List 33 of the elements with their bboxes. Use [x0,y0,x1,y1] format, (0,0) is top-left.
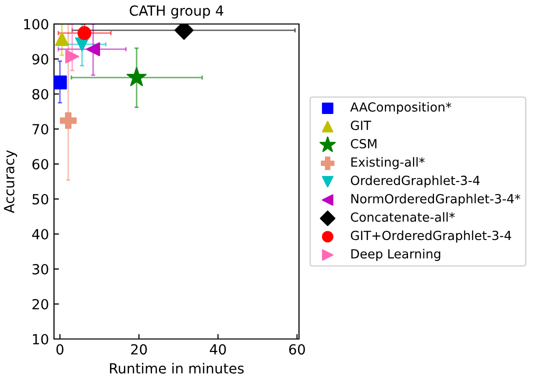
legend-label: CSM [350,138,376,148]
y-tick-label: 100 [24,18,48,30]
legend-label: NormOrderedGraphlet-3-4* [351,194,520,206]
point [54,32,69,46]
chart-title: CATH group 4 [130,5,224,19]
legend-label: AAComposition* [350,102,452,114]
point [77,26,92,40]
x-tick-label: 60 [289,344,305,355]
legend-label: Existing-all* [351,157,425,170]
x-tick-label: 0 [56,344,64,355]
x-tick-label: 20 [131,344,147,355]
y-tick-label: 50 [32,194,48,204]
y-tick-label: 10 [32,334,48,344]
point [65,50,80,64]
x-tick-label: 40 [210,344,226,355]
point [54,76,67,90]
point [86,42,100,56]
point [60,112,77,129]
y-tick-label: 30 [32,264,48,274]
y-tick-label: 40 [32,228,48,240]
y-tick-label: 90 [32,54,48,64]
legend-label: OrderedGraphlet-3-4 [350,175,480,188]
legend-label: Deep Learning [351,248,440,261]
y-tick-label: 20 [32,298,48,310]
x-axis-title: Runtime in minutes [110,362,244,374]
point [126,67,147,86]
y-axis-title: Accuracy [4,150,18,214]
y-tick-label: 60 [32,158,48,170]
legend-label: GIT+OrderedGraphlet-3-4 [350,230,512,243]
y-tick-label: 70 [32,124,48,134]
legend-label: Concatenate-all* [350,212,455,222]
y-tick-label: 80 [32,88,48,100]
legend-label: GIT [350,120,372,130]
